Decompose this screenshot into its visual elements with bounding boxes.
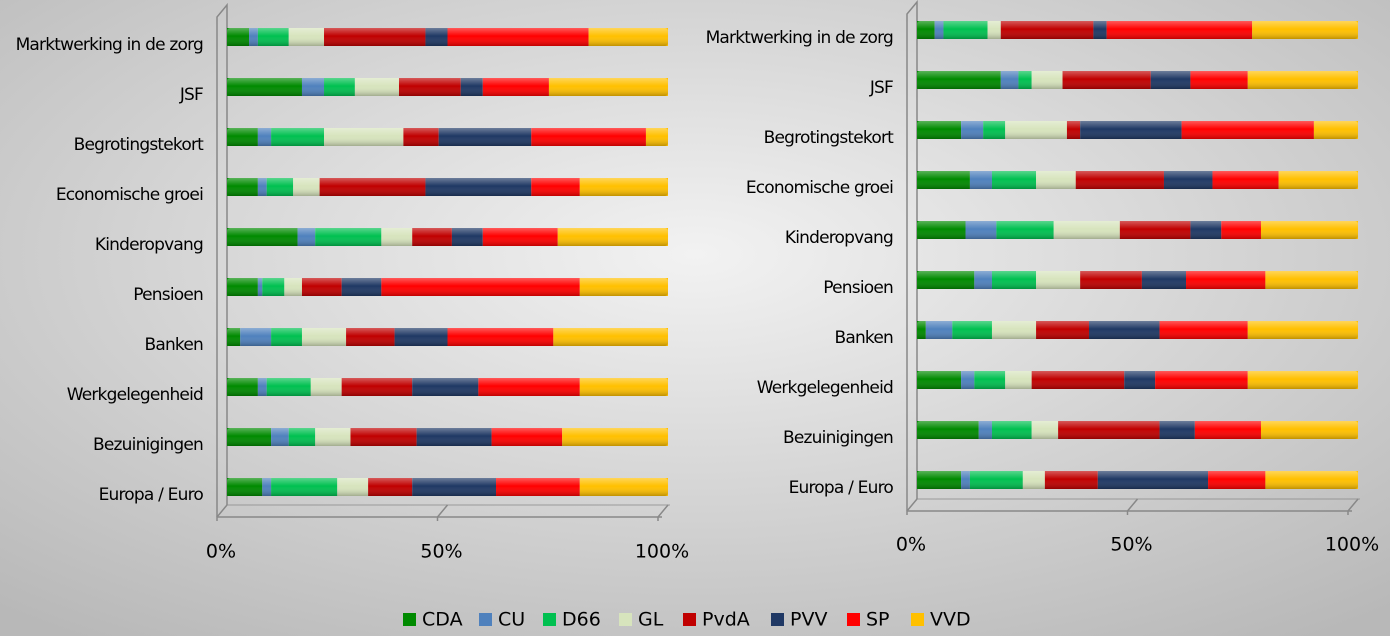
bar-shine xyxy=(917,321,1358,339)
legend-label: SP xyxy=(866,609,890,631)
category-label: Pensioen xyxy=(133,285,203,305)
legend-label: GL xyxy=(638,609,664,631)
category-label: JSF xyxy=(179,85,203,105)
legend-swatch xyxy=(619,613,632,626)
bar-shine xyxy=(917,121,1358,139)
category-label: Begrotingstekort xyxy=(74,135,204,155)
bar-shine xyxy=(227,328,668,346)
legend-swatch xyxy=(911,613,924,626)
x-tick-label: 50% xyxy=(420,541,462,563)
bar-shine xyxy=(227,78,668,96)
bar-shine xyxy=(917,71,1358,89)
x-tick-label: 100% xyxy=(635,541,689,563)
bar-shine xyxy=(227,128,668,146)
tick-mark xyxy=(216,504,228,521)
legend-label: CDA xyxy=(422,609,463,631)
category-label: Begrotingstekort xyxy=(764,128,894,148)
tick-mark xyxy=(1347,498,1359,515)
category-label: Banken xyxy=(144,335,203,355)
category-label: JSF xyxy=(869,78,893,98)
bar-shine xyxy=(227,478,668,496)
category-label: Marktwerking in de zorg xyxy=(706,28,893,48)
category-label: Werkgelegenheid xyxy=(757,378,893,398)
legend-swatch xyxy=(543,613,556,626)
category-label: Marktwerking in de zorg xyxy=(16,35,203,55)
category-label: Werkgelegenheid xyxy=(67,385,203,405)
x-tick-label: 100% xyxy=(1325,534,1379,556)
tick-mark xyxy=(436,504,449,521)
legend-swatch xyxy=(403,613,416,626)
legend-label: CU xyxy=(498,609,525,631)
category-label: Economische groei xyxy=(746,178,893,198)
bar-shine xyxy=(917,221,1358,239)
bar-shine xyxy=(917,421,1358,439)
bar-shine xyxy=(227,378,668,396)
category-label: Bezuinigingen xyxy=(93,435,203,455)
back-wall xyxy=(906,0,918,511)
bar-shine xyxy=(227,428,668,446)
x-tick-label: 50% xyxy=(1110,534,1152,556)
legend-swatch xyxy=(771,613,784,626)
bar-shine xyxy=(227,28,668,46)
category-label: Europa / Euro xyxy=(99,485,204,505)
bar-shine xyxy=(227,228,668,246)
legend-swatch xyxy=(847,613,860,626)
back-wall xyxy=(216,2,228,517)
bar-shine xyxy=(917,371,1358,389)
legend-label: PvdA xyxy=(702,609,750,631)
bar-shine xyxy=(917,171,1358,189)
bar-shine xyxy=(917,21,1358,39)
bar-shine xyxy=(227,178,668,196)
tick-mark xyxy=(1126,498,1139,515)
category-label: Kinderopvang xyxy=(785,228,893,248)
category-label: Kinderopvang xyxy=(95,235,203,255)
tick-mark xyxy=(906,498,918,515)
bar-shine xyxy=(917,271,1358,289)
category-label: Europa / Euro xyxy=(789,478,894,498)
legend-swatch xyxy=(479,613,492,626)
category-label: Economische groei xyxy=(56,185,203,205)
tick-mark xyxy=(657,504,669,521)
legend-swatch xyxy=(683,613,696,626)
x-tick-label: 0% xyxy=(206,541,236,563)
legend-label: D66 xyxy=(562,609,601,631)
legend-label: VVD xyxy=(930,609,971,631)
bar-shine xyxy=(917,471,1358,489)
bar-shine xyxy=(227,278,668,296)
x-tick-label: 0% xyxy=(896,534,926,556)
legend-label: PVV xyxy=(790,609,827,631)
category-label: Banken xyxy=(834,328,893,348)
category-label: Pensioen xyxy=(823,278,893,298)
category-label: Bezuinigingen xyxy=(783,428,893,448)
